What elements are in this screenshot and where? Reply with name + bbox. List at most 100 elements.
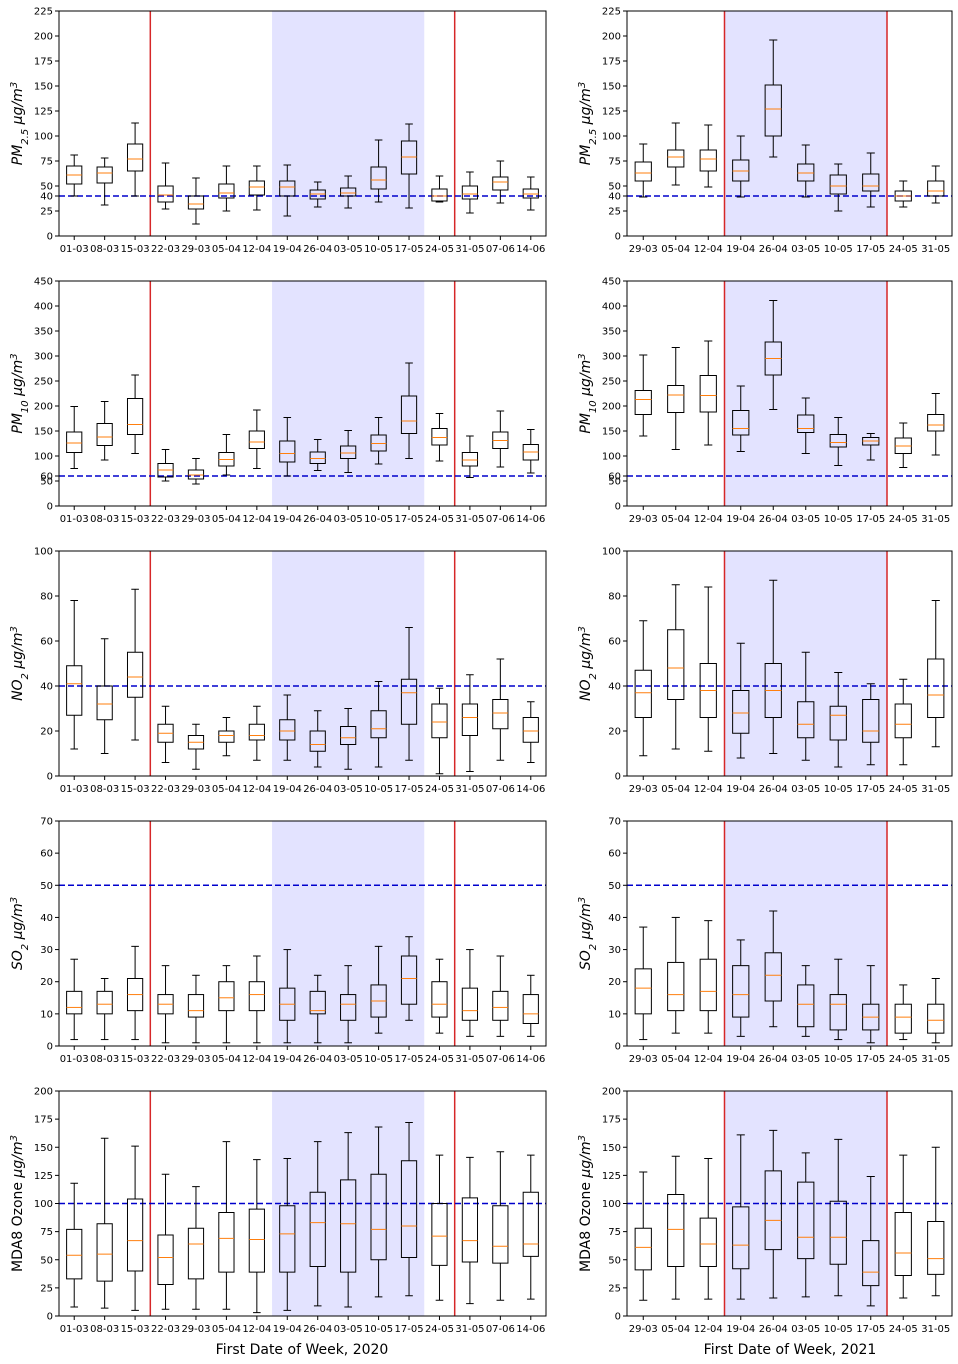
box-iqr xyxy=(894,703,912,739)
x-tick-label: 12-04 xyxy=(242,1054,271,1065)
box-05-04 xyxy=(667,916,685,1034)
box-iqr xyxy=(218,730,235,743)
x-tick-label: 05-04 xyxy=(661,1324,690,1335)
y-tick-label: 25 xyxy=(608,207,621,218)
box-17-05 xyxy=(400,1122,418,1297)
x-tick-label: 31-05 xyxy=(455,1054,484,1065)
box-19-04 xyxy=(732,1134,750,1300)
box-10-05 xyxy=(370,139,387,203)
box-15-03 xyxy=(126,1145,144,1311)
y-axis-label: SO2 μg/m3 xyxy=(9,897,31,970)
x-tick-label: 29-03 xyxy=(629,1324,658,1335)
y-tick-label: 350 xyxy=(602,327,621,338)
x-tick-label: 12-04 xyxy=(694,1054,723,1065)
y-tick-label: 0 xyxy=(615,232,621,243)
x-tick-label: 24-05 xyxy=(425,784,454,795)
x-tick-label: 15-03 xyxy=(121,1324,150,1335)
plot-frame xyxy=(626,10,953,237)
box-29-03 xyxy=(634,143,652,198)
x-tick-label: 17-05 xyxy=(395,514,424,525)
x-tick-label: 10-05 xyxy=(364,1054,393,1065)
box-iqr xyxy=(248,1208,265,1273)
box-iqr xyxy=(309,990,326,1015)
box-26-04 xyxy=(309,974,326,1044)
y-tick-label: 40 xyxy=(608,192,621,203)
x-title-2021: First Date of Week, 2021 xyxy=(704,1342,877,1358)
y-tick-label: 450 xyxy=(34,277,53,288)
y-axis-label: MDA8 Ozone μg/m3 xyxy=(9,1135,27,1272)
y-tick-label: 50 xyxy=(40,1255,53,1266)
y-tick-label: 60 xyxy=(608,637,621,648)
x-tick-label: 19-04 xyxy=(726,514,755,525)
y-tick-label: 250 xyxy=(34,377,53,388)
x-tick-label: 03-05 xyxy=(334,1324,363,1335)
box-05-04 xyxy=(218,165,235,212)
box-12-04 xyxy=(248,1159,265,1314)
panel-so2-2021: 0 10 20 30 40 50 60 70 29-03 05-04 12-04 19-04 26-04… xyxy=(577,817,953,1065)
x-tick-label: 12-04 xyxy=(694,1324,723,1335)
x-tick-label: 08-03 xyxy=(90,1324,119,1335)
box-29-03 xyxy=(634,620,652,757)
box-iqr xyxy=(66,665,83,716)
y-tick-label: 300 xyxy=(602,352,621,363)
box-iqr xyxy=(218,1212,235,1273)
box-iqr xyxy=(667,961,685,1012)
box-31-05 xyxy=(461,171,479,214)
x-tick-label: 07-06 xyxy=(486,244,515,255)
box-08-03 xyxy=(96,157,113,206)
panel-no2-2020: 0 20 40 60 80 100 01-03 08-03 15-03 22-03 29-03 05-… xyxy=(9,547,547,795)
box-12-04 xyxy=(248,705,265,761)
box-iqr xyxy=(829,1200,847,1265)
x-tick-label: 19-04 xyxy=(726,1324,755,1335)
x-tick-label: 05-04 xyxy=(212,1054,241,1065)
box-iqr xyxy=(732,690,750,734)
box-17-05 xyxy=(400,362,418,459)
box-05-04 xyxy=(218,965,235,1044)
box-24-05 xyxy=(431,958,448,1034)
x-tick-label: 03-05 xyxy=(334,514,363,525)
y-tick-label: 50 xyxy=(608,881,621,892)
y-tick-label: 100 xyxy=(34,1199,53,1210)
y-tick-label: 40 xyxy=(40,682,53,693)
x-tick-label: 17-05 xyxy=(856,514,885,525)
box-17-05 xyxy=(862,433,880,461)
y-tick-label: 75 xyxy=(40,157,53,168)
y-tick-label: 100 xyxy=(34,452,53,463)
y-tick-label: 125 xyxy=(34,1171,53,1182)
y-tick-label: 50 xyxy=(608,182,621,193)
y-tick-label: 350 xyxy=(34,327,53,338)
box-10-05 xyxy=(370,1126,387,1298)
box-iqr xyxy=(667,629,685,700)
y-tick-label: 250 xyxy=(602,377,621,388)
box-iqr xyxy=(431,188,448,202)
y-tick-label: 0 xyxy=(47,232,53,243)
box-12-04 xyxy=(699,124,717,188)
box-iqr xyxy=(370,166,387,190)
box-12-04 xyxy=(248,165,265,211)
box-iqr xyxy=(340,994,357,1021)
x-tick-label: 26-04 xyxy=(759,514,788,525)
y-tick-label: 20 xyxy=(40,977,53,988)
y-tick-label: 0 xyxy=(615,772,621,783)
x-tick-label: 10-05 xyxy=(824,784,853,795)
x-tick-label: 17-05 xyxy=(856,1324,885,1335)
x-tick-label: 26-04 xyxy=(759,244,788,255)
box-iqr xyxy=(829,434,847,448)
y-tick-label: 0 xyxy=(615,1312,621,1323)
x-tick-label: 24-05 xyxy=(889,1324,918,1335)
y-tick-label: 60 xyxy=(40,472,53,483)
box-12-04 xyxy=(699,1158,717,1300)
box-19-04 xyxy=(279,164,296,217)
box-01-03 xyxy=(66,958,83,1041)
x-tick-label: 08-03 xyxy=(90,244,119,255)
box-iqr xyxy=(431,1203,448,1266)
box-31-05 xyxy=(927,165,945,204)
box-03-05 xyxy=(797,965,815,1037)
box-31-05 xyxy=(927,600,945,748)
x-tick-label: 29-03 xyxy=(629,244,658,255)
y-axis-label: NO2 μg/m3 xyxy=(9,626,31,701)
box-iqr xyxy=(431,703,448,739)
box-26-04 xyxy=(309,181,326,208)
panel-so2-2020: 0 10 20 30 40 50 60 70 01-03 08-03 15-03 22-03 29-03… xyxy=(9,817,547,1065)
